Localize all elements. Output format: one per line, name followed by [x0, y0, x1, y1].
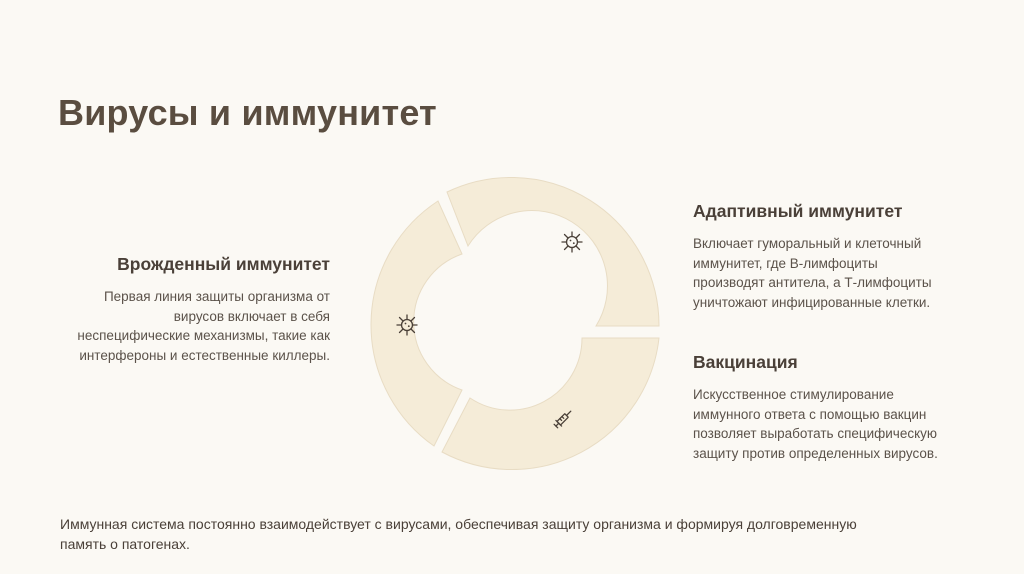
- virus-icon: [561, 231, 583, 253]
- innate-immunity-block: Врожденный иммунитет Первая линия защиты…: [60, 254, 330, 365]
- segment-adaptive: [446, 176, 660, 327]
- segment-vaccination: [441, 337, 660, 470]
- vaccination-block: Вакцинация Искусственное стимулирование …: [693, 352, 953, 463]
- virus-icon: [396, 314, 418, 336]
- page-title: Вирусы и иммунитет: [58, 92, 437, 133]
- syringe-icon: [553, 410, 572, 429]
- adaptive-immunity-block: Адаптивный иммунитет Включает гуморальны…: [693, 201, 953, 312]
- innate-immunity-heading: Врожденный иммунитет: [117, 254, 330, 274]
- vaccination-text: Искусственное стимулирование иммунного о…: [693, 387, 938, 461]
- adaptive-immunity-text: Включает гуморальный и клеточный иммунит…: [693, 236, 932, 310]
- segment-innate: [370, 200, 463, 447]
- vaccination-heading: Вакцинация: [693, 352, 798, 372]
- footer-text: Иммунная система постоянно взаимодейству…: [60, 516, 857, 552]
- immunity-cycle-diagram: [370, 176, 660, 470]
- adaptive-immunity-heading: Адаптивный иммунитет: [693, 201, 903, 221]
- innate-immunity-text: Первая линия защиты организма от вирусов…: [77, 289, 330, 363]
